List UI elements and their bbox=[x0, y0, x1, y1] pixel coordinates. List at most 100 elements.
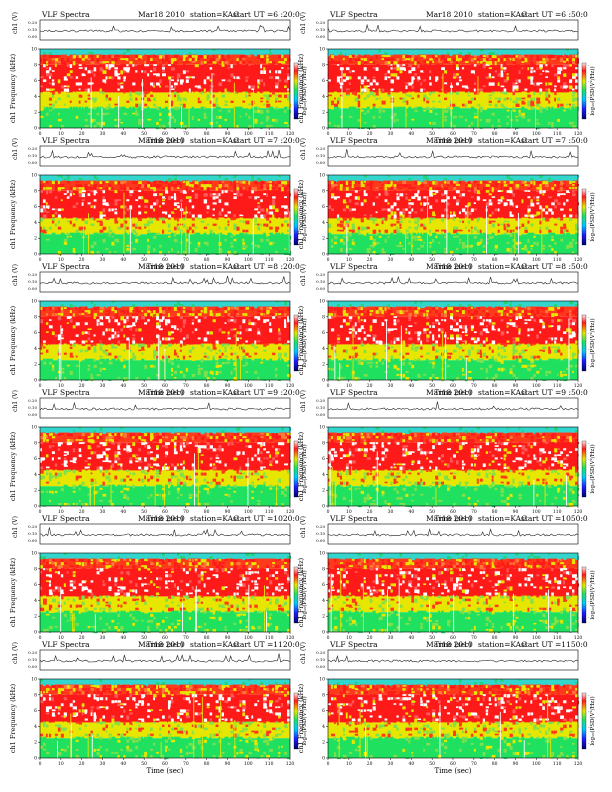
spectrogram-cell bbox=[483, 70, 486, 72]
spectrogram-cell bbox=[174, 49, 176, 52]
spectrogram-cell bbox=[402, 64, 405, 66]
spectrogram-cell bbox=[358, 58, 360, 62]
spectrogram-cell bbox=[483, 64, 486, 68]
spectrogram-cell bbox=[180, 52, 182, 55]
spectrogram-cell bbox=[399, 122, 403, 124]
spectrogram-cell bbox=[180, 104, 183, 106]
spectrogram-cell bbox=[423, 98, 425, 102]
spectrogram-cell bbox=[287, 49, 290, 52]
spectrogram-cell bbox=[358, 61, 361, 65]
spectrogram-cell bbox=[242, 61, 245, 64]
spectrogram-cell bbox=[76, 107, 78, 109]
spectrogram-cell bbox=[230, 52, 233, 54]
spectrogram-cell bbox=[447, 58, 451, 61]
spectrogram-cell bbox=[399, 119, 402, 122]
spectrogram-cell bbox=[222, 110, 225, 112]
spectrogram-cell bbox=[67, 85, 70, 87]
spectrogram-cell bbox=[236, 125, 238, 128]
spectrogram-cell bbox=[263, 98, 265, 101]
spectrogram-cell bbox=[204, 64, 208, 67]
spectrogram-cell bbox=[539, 89, 542, 92]
spectrogram-cell bbox=[456, 98, 459, 101]
spectrogram-cell bbox=[219, 55, 221, 59]
spectrogram-cell bbox=[557, 95, 559, 97]
spectrogram-cell bbox=[536, 116, 538, 119]
spectrogram-cell bbox=[426, 79, 430, 82]
spectrogram-cell bbox=[408, 49, 411, 52]
spectrogram-cell bbox=[132, 67, 135, 69]
spectrogram-cell bbox=[174, 110, 176, 112]
spectrogram-cell bbox=[266, 122, 268, 124]
spectrogram-cell bbox=[144, 85, 146, 88]
spectrogram-cell bbox=[177, 92, 179, 94]
spectrogram-cell bbox=[423, 64, 427, 67]
spectrogram-cell bbox=[79, 55, 82, 58]
spectrogram-cell bbox=[61, 95, 64, 97]
spectrogram-cell bbox=[165, 107, 168, 109]
spectrogram-cell bbox=[55, 58, 58, 61]
spectrogram-cell bbox=[542, 125, 546, 127]
spectrogram-cell bbox=[266, 98, 270, 100]
spectrogram-cell bbox=[355, 58, 357, 61]
spectrogram-cell bbox=[67, 89, 69, 93]
spectrogram-cell bbox=[435, 116, 438, 119]
spectrogram-cell bbox=[551, 55, 554, 58]
spectrogram-cell bbox=[201, 52, 204, 55]
spectrogram-cell bbox=[201, 61, 203, 64]
spectrogram-cell bbox=[272, 116, 275, 118]
spectrogram-cell bbox=[278, 125, 281, 127]
spectrogram-cell bbox=[266, 101, 268, 103]
spectrogram-cell bbox=[388, 95, 391, 97]
spectrogram-cell bbox=[456, 76, 458, 78]
spectrogram-cell bbox=[492, 113, 495, 116]
spectrogram-cell bbox=[498, 92, 500, 96]
spectrogram-cell bbox=[343, 95, 346, 97]
spectrogram-cell bbox=[275, 119, 278, 122]
spectrogram-cell bbox=[334, 125, 336, 127]
spectrogram-cell bbox=[159, 79, 162, 83]
spectrogram-cell bbox=[450, 76, 453, 79]
spectrogram-cell bbox=[504, 113, 507, 115]
spectrogram-cell bbox=[278, 55, 281, 58]
spectrogram-cell bbox=[132, 95, 135, 98]
spectrogram-cell bbox=[572, 95, 575, 97]
spectrogram-cell bbox=[153, 61, 156, 64]
spectrogram-cell bbox=[58, 113, 60, 116]
spectrogram-cell bbox=[414, 101, 417, 104]
spectrogram-cell bbox=[266, 79, 269, 83]
spectrogram-cell bbox=[569, 92, 572, 95]
spectrogram-cell bbox=[55, 122, 58, 124]
spectrogram-cell bbox=[530, 79, 532, 82]
spectrogram-cell bbox=[346, 49, 348, 51]
spectrogram-cell bbox=[100, 89, 102, 92]
spectrogram-cell bbox=[269, 64, 272, 66]
spectrogram-cell bbox=[174, 55, 178, 58]
spectrogram-cell bbox=[513, 58, 515, 61]
spectrogram-cell bbox=[278, 116, 281, 118]
spectrogram-cell bbox=[64, 104, 66, 106]
spectrogram-cell bbox=[388, 82, 391, 86]
spectrogram-cell bbox=[510, 98, 512, 101]
spectrogram-cell bbox=[103, 122, 106, 125]
spectrogram-cell bbox=[346, 67, 350, 70]
spectrogram-cell bbox=[114, 125, 117, 127]
spectrogram-cell bbox=[162, 101, 165, 103]
spectrogram-cell bbox=[100, 104, 102, 106]
spectrogram-cell bbox=[126, 58, 128, 61]
spectrogram-cell bbox=[462, 49, 465, 52]
spectrogram-cell bbox=[408, 70, 411, 73]
spectrogram-cell bbox=[254, 104, 257, 107]
spectrogram-cell bbox=[55, 101, 57, 104]
spectrogram-cell bbox=[219, 61, 222, 63]
spectrogram-cell bbox=[254, 64, 256, 67]
spectrogram-cell bbox=[266, 55, 268, 57]
spectrogram-cell bbox=[504, 107, 508, 109]
spectrogram-cell bbox=[108, 67, 110, 70]
spectrogram-cell bbox=[275, 101, 277, 103]
spectrogram-cell bbox=[542, 85, 546, 88]
spectrogram-cell bbox=[82, 64, 86, 66]
spectrogram-cell bbox=[554, 98, 556, 102]
spectrogram-cell bbox=[129, 107, 131, 109]
spectrogram-cell bbox=[367, 85, 370, 87]
spectrogram-cell bbox=[79, 125, 83, 127]
